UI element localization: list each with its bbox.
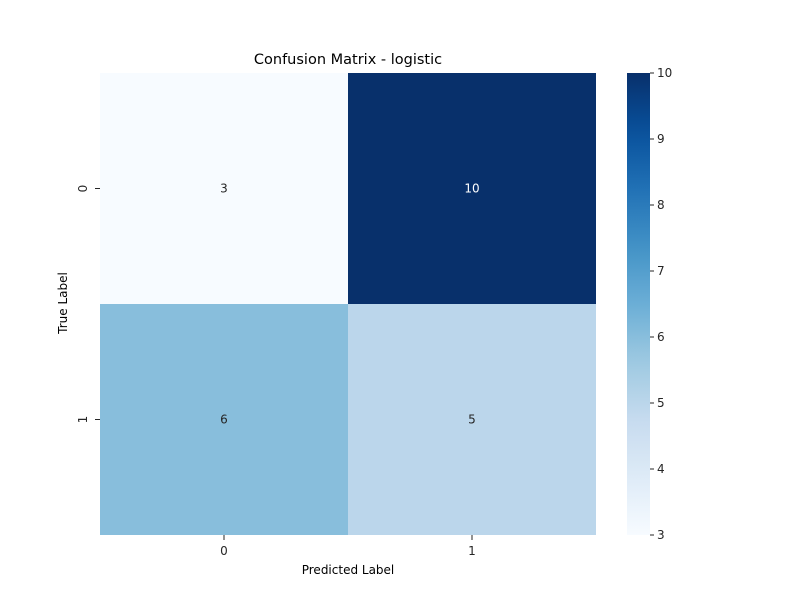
heatmap-plot-area	[100, 73, 596, 535]
cell-value-1-0: 6	[220, 413, 228, 427]
heatmap-cell-0-1	[348, 73, 596, 304]
y-axis-ticks: 01	[76, 185, 100, 424]
y-tick-label-1: 1	[76, 416, 90, 424]
colorbar-tick-label-5: 8	[657, 198, 665, 212]
cell-annotations: 3 10 6 5	[220, 182, 479, 427]
colorbar-tick-label-7: 10	[657, 66, 672, 80]
cell-value-0-0: 3	[220, 182, 228, 196]
colorbar-tick-label-0: 3	[657, 528, 665, 542]
colorbar	[627, 73, 650, 535]
colorbar-ticks: 3 4 5 6 7 8 9 10	[650, 66, 672, 542]
x-tick-label-1: 1	[468, 544, 476, 558]
y-tick-label-0: 0	[76, 185, 90, 193]
colorbar-tick-label-6: 9	[657, 132, 665, 146]
colorbar-tick-label-2: 5	[657, 396, 665, 410]
heatmap-cell-0-0	[100, 73, 348, 304]
heatmap-cell-1-1	[348, 304, 596, 535]
colorbar-tick-label-4: 7	[657, 264, 665, 278]
x-tick-label-0: 0	[220, 544, 228, 558]
heatmap-cell-1-0	[100, 304, 348, 535]
cell-value-1-1: 5	[468, 413, 476, 427]
y-axis-label: True Label	[56, 272, 70, 335]
colorbar-tick-label-3: 6	[657, 330, 665, 344]
x-axis-label: Predicted Label	[302, 563, 395, 577]
colorbar-tick-label-1: 4	[657, 462, 665, 476]
cell-value-0-1: 10	[464, 182, 479, 196]
chart-title: Confusion Matrix - logistic	[254, 52, 442, 68]
